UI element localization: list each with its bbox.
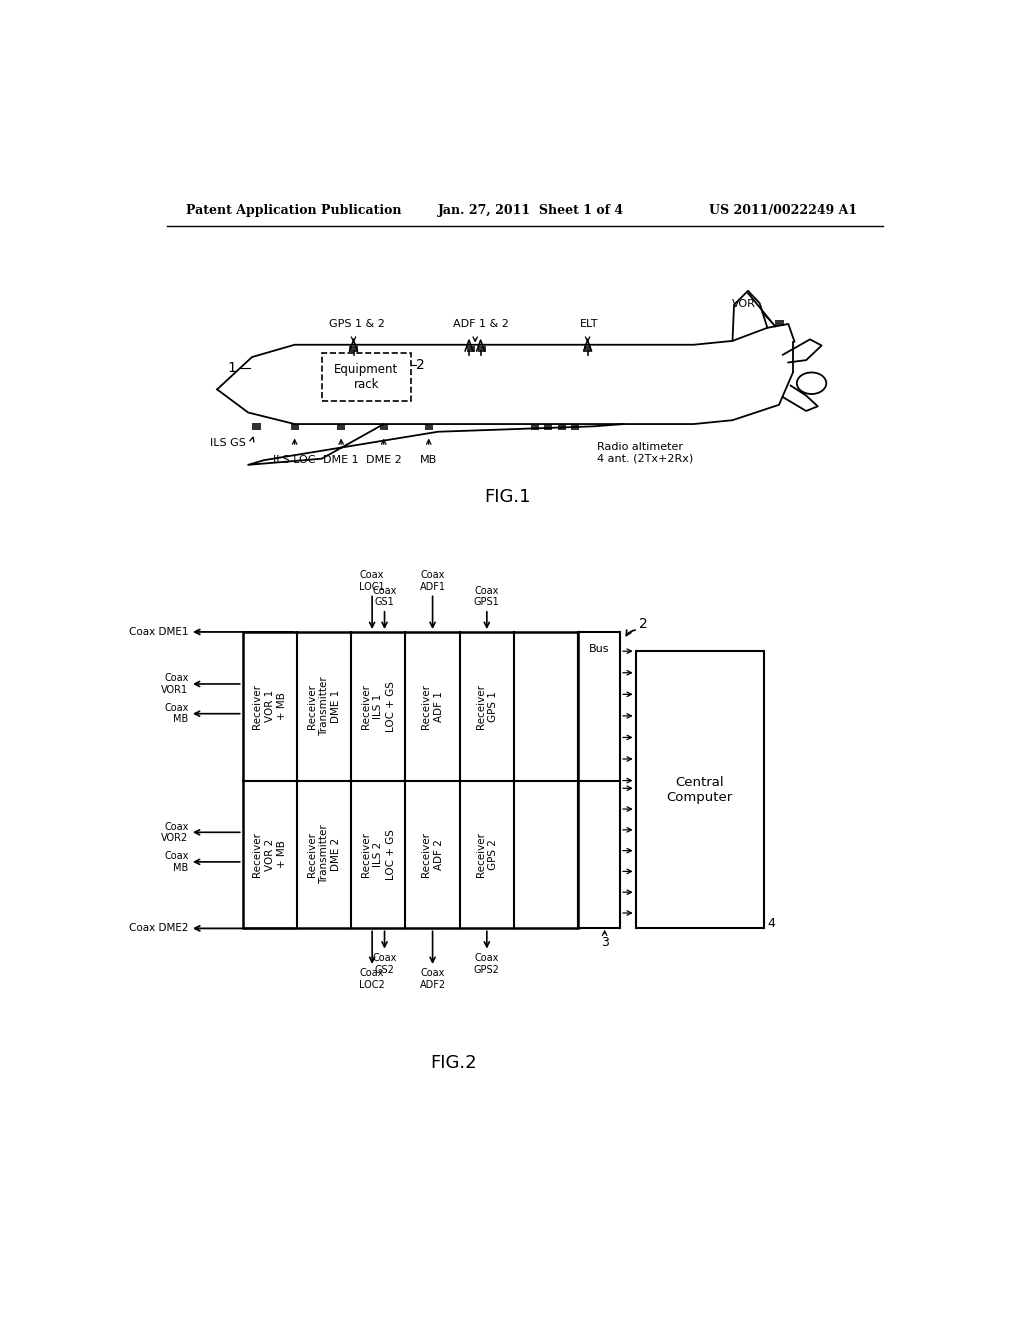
Bar: [478, 346, 486, 352]
Bar: [243, 632, 578, 928]
Bar: [349, 346, 358, 352]
Text: Patent Application Publication: Patent Application Publication: [186, 205, 401, 218]
Text: VOR: VOR: [732, 298, 756, 309]
Text: Receiver
ADF 2: Receiver ADF 2: [421, 832, 443, 876]
Text: Bus: Bus: [589, 644, 609, 653]
Text: Coax
GS2: Coax GS2: [373, 953, 396, 974]
Bar: [425, 424, 432, 430]
Text: ILS LOC: ILS LOC: [273, 455, 315, 465]
Text: Receiver
ILS 1
LOC + GS: Receiver ILS 1 LOC + GS: [360, 681, 395, 731]
Text: Receiver
ADF 1: Receiver ADF 1: [421, 684, 443, 729]
Text: Receiver
VOR 1
+ MB: Receiver VOR 1 + MB: [253, 684, 287, 729]
Text: FIG.1: FIG.1: [484, 488, 531, 506]
Bar: [571, 424, 579, 430]
Text: Receiver
GPS 1: Receiver GPS 1: [475, 684, 498, 729]
Text: 1: 1: [227, 360, 237, 375]
Text: Equipment
rack: Equipment rack: [334, 363, 398, 391]
Text: DME 2: DME 2: [366, 455, 401, 465]
Bar: [337, 424, 345, 430]
Text: GPS 1 & 2: GPS 1 & 2: [329, 319, 385, 330]
Text: Coax
GS1: Coax GS1: [373, 586, 396, 607]
Text: 3: 3: [601, 936, 608, 949]
Text: ILS GS: ILS GS: [210, 438, 246, 449]
Text: MB: MB: [420, 455, 437, 465]
Bar: [636, 651, 764, 928]
Text: Receiver
ILS 2
LOC + GS: Receiver ILS 2 LOC + GS: [360, 829, 395, 880]
Bar: [252, 422, 261, 430]
Text: Coax
ADF2: Coax ADF2: [420, 969, 445, 990]
Bar: [544, 424, 552, 430]
Bar: [531, 424, 539, 430]
Text: Coax
MB: Coax MB: [164, 851, 188, 873]
Text: Radio altimeter
4 ant. (2Tx+2Rx): Radio altimeter 4 ant. (2Tx+2Rx): [597, 442, 693, 463]
Text: ELT: ELT: [580, 319, 598, 330]
Text: Coax
MB: Coax MB: [164, 702, 188, 725]
Text: Coax
VOR1: Coax VOR1: [162, 673, 188, 694]
Text: Receiver
Transmitter
DME 1: Receiver Transmitter DME 1: [306, 676, 341, 737]
Bar: [380, 424, 388, 430]
Text: ADF 1 & 2: ADF 1 & 2: [453, 319, 509, 330]
Bar: [467, 346, 475, 352]
Text: Receiver
VOR 2
+ MB: Receiver VOR 2 + MB: [253, 832, 287, 876]
Text: Coax DME2: Coax DME2: [129, 924, 188, 933]
Text: Jan. 27, 2011  Sheet 1 of 4: Jan. 27, 2011 Sheet 1 of 4: [438, 205, 624, 218]
Text: 2: 2: [417, 358, 425, 372]
Text: Coax
VOR2: Coax VOR2: [161, 821, 188, 843]
Text: 2: 2: [640, 618, 648, 631]
Text: Receiver
Transmitter
DME 2: Receiver Transmitter DME 2: [306, 825, 341, 884]
Text: Coax DME1: Coax DME1: [129, 627, 188, 638]
Bar: [584, 346, 592, 352]
Text: 4: 4: [767, 917, 775, 929]
Bar: [578, 632, 621, 928]
Bar: [558, 424, 566, 430]
Text: Coax
ADF1: Coax ADF1: [420, 570, 445, 591]
Bar: [775, 321, 784, 326]
Text: Coax
LOC2: Coax LOC2: [359, 969, 385, 990]
Text: Coax
LOC1: Coax LOC1: [359, 570, 385, 591]
Text: DME 1: DME 1: [324, 455, 359, 465]
Bar: [322, 354, 411, 401]
Text: Coax
GPS2: Coax GPS2: [474, 953, 500, 974]
Text: US 2011/0022249 A1: US 2011/0022249 A1: [710, 205, 857, 218]
Text: Receiver
GPS 2: Receiver GPS 2: [475, 832, 498, 876]
Text: Coax
GPS1: Coax GPS1: [474, 586, 500, 607]
Text: FIG.2: FIG.2: [430, 1055, 477, 1072]
Text: Central
Computer: Central Computer: [667, 776, 733, 804]
Bar: [291, 424, 299, 430]
